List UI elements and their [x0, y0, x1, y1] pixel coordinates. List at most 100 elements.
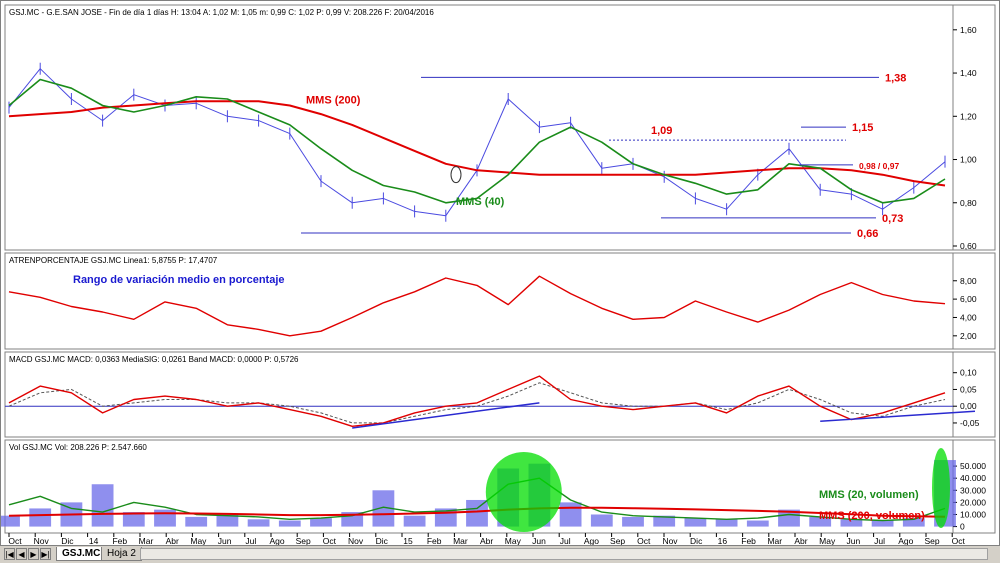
x-tick-label: Ago	[898, 536, 913, 546]
panel-header: GSJ.MC - G.E.SAN JOSE - Fin de día 1 día…	[9, 8, 434, 17]
y-axis-area	[952, 439, 996, 534]
x-tick-label: May	[190, 536, 207, 546]
volume-bar	[746, 520, 769, 527]
y-tick-label: 1,00	[960, 155, 977, 165]
x-tick-label: Oct	[637, 536, 651, 546]
x-tick-label: 15	[403, 536, 413, 546]
x-tick-label: Nov	[34, 536, 50, 546]
level-label: 0,73	[882, 213, 903, 225]
y-tick-label: 0,10	[960, 368, 977, 378]
horizontal-scrollbar[interactable]	[140, 548, 988, 560]
sheet-tab-gsj[interactable]: GSJ.MC	[56, 547, 107, 561]
volume-bar	[684, 518, 707, 527]
x-tick-label: Mar	[453, 536, 468, 546]
volume-bar	[310, 518, 332, 527]
x-tick-label: Feb	[741, 536, 756, 546]
x-tick-label: Sep	[296, 536, 311, 546]
volume-bar	[29, 508, 52, 527]
volume-bar	[715, 519, 738, 527]
level-label: 0,98 / 0,97	[859, 161, 899, 171]
y-tick-label: 20.000	[960, 497, 986, 507]
x-tick-label: Jul	[874, 536, 885, 546]
next-sheet-button[interactable]: ▶	[28, 548, 39, 560]
x-tick-label: Oct	[952, 536, 966, 546]
vol-mms200-line	[8, 506, 946, 518]
mms200-line	[8, 100, 946, 187]
x-tick-label: Jul	[245, 536, 256, 546]
panel-header: ATRENPORCENTAJE GSJ.MC Linea1: 5,8755 P:…	[9, 256, 218, 265]
trend-line	[820, 410, 976, 423]
panel-frame	[4, 351, 954, 438]
volume-bar	[809, 516, 832, 527]
volume-bar	[590, 514, 613, 527]
x-tick-label: Dic	[690, 536, 703, 546]
x-tick-label: 16	[718, 536, 728, 546]
atr-line	[8, 275, 946, 337]
volume-bar	[871, 520, 894, 527]
volume-bar	[559, 502, 582, 527]
atr-annotation: Rango de variación medio en porcentaje	[73, 274, 285, 286]
y-tick-label: 0,80	[960, 198, 977, 208]
level-label: 0,66	[857, 228, 878, 240]
y-tick-label: 0,05	[960, 384, 977, 394]
panel-frame	[4, 4, 954, 251]
volume-bar	[154, 509, 176, 527]
y-tick-label: 40.000	[960, 473, 986, 483]
x-tick-label: Dic	[376, 536, 389, 546]
x-tick-label: Oct	[8, 536, 22, 546]
vol-mms20-label: MMS (20, volumen)	[819, 489, 919, 501]
x-tick-label: Jul	[560, 536, 571, 546]
y-tick-label: 0,00	[960, 401, 977, 411]
y-tick-label: 1,40	[960, 68, 977, 78]
level-label: 1,09	[651, 125, 672, 137]
x-tick-label: Ago	[269, 536, 284, 546]
y-axis-area	[952, 351, 996, 438]
volume-bar	[653, 515, 676, 527]
macd-line	[8, 375, 946, 427]
y-tick-label: 8,00	[960, 276, 977, 286]
panel-frame	[4, 252, 954, 350]
y-tick-label: 2,00	[960, 331, 977, 341]
vol-mms200-label: MMS (200, volumen)	[819, 510, 925, 522]
x-tick-label: 14	[89, 536, 99, 546]
panel-header: MACD GSJ.MC MACD: 0,0363 MediaSIG: 0,026…	[9, 355, 299, 364]
x-tick-label: Nov	[662, 536, 678, 546]
y-tick-label: -0,05	[960, 418, 980, 428]
sheet-tab-bar: |◀ ◀ ▶ ▶| GSJ.MC Hoja 2	[0, 545, 1000, 563]
y-tick-label: 50.000	[960, 461, 986, 471]
prev-sheet-button[interactable]: ◀	[16, 548, 27, 560]
x-tick-label: Sep	[610, 536, 625, 546]
x-tick-label: Oct	[323, 536, 337, 546]
volume-bar	[403, 515, 426, 527]
last-sheet-button[interactable]: ▶|	[40, 548, 51, 560]
x-tick-label: Abr	[794, 536, 807, 546]
x-tick-label: Abr	[166, 536, 179, 546]
x-tick-label: Feb	[427, 536, 442, 546]
first-sheet-button[interactable]: |◀	[4, 548, 15, 560]
highlight-ellipse	[485, 452, 562, 532]
x-tick-label: Feb	[112, 536, 127, 546]
volume-bar	[902, 518, 925, 527]
volume-bar	[622, 516, 644, 527]
sheet-tab-hoja2[interactable]: Hoja 2	[101, 547, 142, 561]
level-label: 1,15	[852, 122, 873, 134]
mms40-line	[8, 78, 946, 204]
x-tick-label: Jun	[532, 536, 546, 546]
volume-bar	[372, 490, 395, 527]
volume-bar	[1, 515, 20, 527]
y-tick-label: 10.000	[960, 509, 986, 519]
mms40-label: MMS (40)	[456, 196, 505, 208]
x-tick-label: Dic	[61, 536, 74, 546]
x-tick-label: Sep	[924, 536, 939, 546]
y-tick-label: 30.000	[960, 485, 986, 495]
vol-mms20-line	[8, 477, 946, 522]
trend-line	[352, 402, 540, 429]
y-tick-label: 4,00	[960, 312, 977, 322]
volume-bar	[466, 499, 488, 527]
volume-bar	[122, 512, 145, 527]
volume-bar	[185, 516, 208, 527]
y-tick-label: 6,00	[960, 294, 977, 304]
y-tick-label: 0,60	[960, 241, 977, 251]
x-tick-label: May	[819, 536, 836, 546]
